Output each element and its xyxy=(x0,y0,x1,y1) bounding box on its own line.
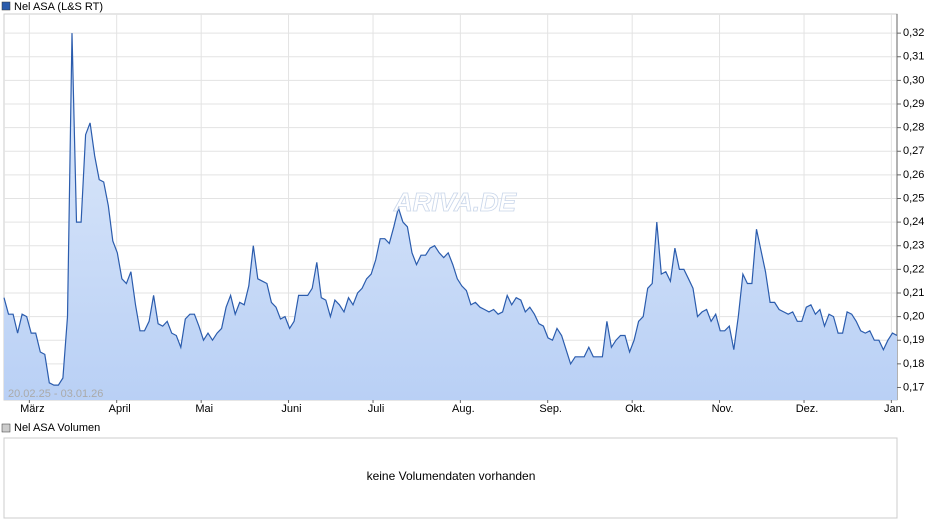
y-tick-label: 0,28 xyxy=(903,122,924,134)
legend-swatch xyxy=(1,1,11,11)
y-tick-label: 0,25 xyxy=(903,192,924,204)
y-tick-label: 0,17 xyxy=(903,381,924,393)
y-tick-label: 0,29 xyxy=(903,98,924,110)
x-tick-label: Juni xyxy=(281,403,301,415)
y-tick-label: 0,30 xyxy=(903,74,924,86)
y-tick-label: 0,18 xyxy=(903,358,924,370)
y-tick-label: 0,19 xyxy=(903,334,924,346)
y-tick-label: 0,22 xyxy=(903,263,924,275)
x-tick-label: Juli xyxy=(368,403,385,415)
y-tick-label: 0,31 xyxy=(903,51,924,63)
watermark: ARIVA.DE xyxy=(393,187,517,217)
y-tick-label: 0,20 xyxy=(903,311,924,323)
y-tick-label: 0,23 xyxy=(903,240,924,252)
x-tick-label: Aug. xyxy=(452,403,475,415)
line xyxy=(3,33,898,386)
date-range: 20.02.25 - 03.01.26 xyxy=(8,388,103,400)
x-tick-label: Nov. xyxy=(712,403,734,415)
x-tick-label: Dez. xyxy=(796,403,819,415)
x-tick-label: Okt. xyxy=(625,403,645,415)
volume-message: keine Volumendaten vorhanden xyxy=(367,469,536,483)
legend-swatch xyxy=(1,423,11,433)
y-tick-label: 0,21 xyxy=(903,287,924,299)
x-tick-label: März xyxy=(20,403,44,415)
x-tick-label: Mai xyxy=(195,403,213,415)
x-tick-label: Sep. xyxy=(539,403,562,415)
x-tick-label: April xyxy=(109,403,131,415)
y-tick-label: 0,26 xyxy=(903,169,924,181)
y-tick-label: 0,24 xyxy=(903,216,924,228)
area xyxy=(4,33,897,400)
y-tick-label: 0,32 xyxy=(903,27,924,39)
legend-label: Nel ASA (L&S RT) xyxy=(14,1,103,13)
x-tick-label: Jan. xyxy=(884,403,905,415)
legend-label: Nel ASA Volumen xyxy=(14,422,100,434)
plot: 0,17 0,18 0,19 0,20 0,21 0,22 0,23 0,24 0,25 0,26… xyxy=(3,14,924,415)
volume-frame xyxy=(3,437,898,519)
y-tick-label: 0,27 xyxy=(903,145,924,157)
